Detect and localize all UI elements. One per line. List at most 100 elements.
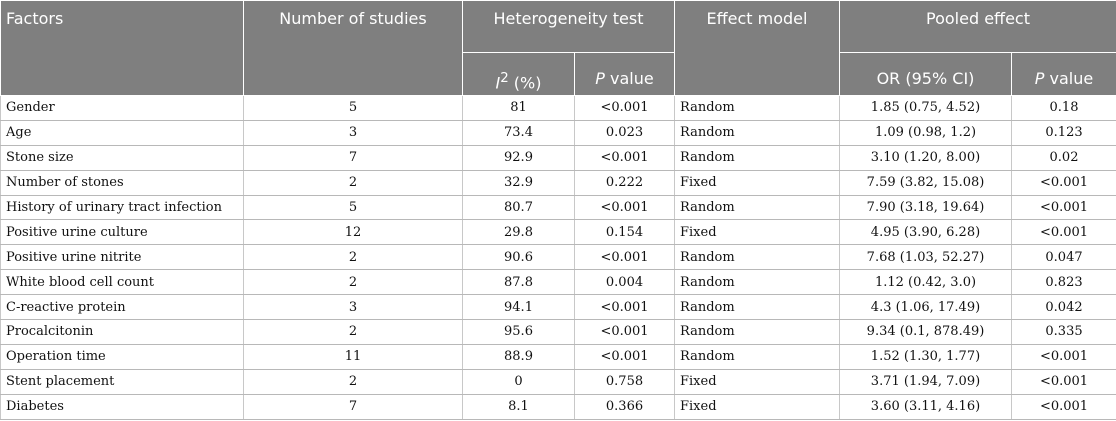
cell-p-value-heterogeneity: 0.023 (574, 120, 675, 146)
cell-effect-model: Random (674, 244, 840, 271)
p-symbol: P (595, 69, 605, 88)
cell-effect-model: Random (674, 120, 840, 146)
cell-or-ci: 1.12 (0.42, 3.0) (839, 269, 1012, 296)
header-i2: I2 (%) (462, 52, 575, 96)
cell-i2: 95.6 (462, 319, 575, 345)
cell-p-value-pooled: 0.123 (1011, 120, 1116, 146)
cell-factor: Number of stones (0, 170, 244, 196)
cell-p-value-pooled: 0.02 (1011, 145, 1116, 171)
p-symbol: P (1034, 69, 1045, 88)
table-row: C-reactive protein 3 94.1 <0.001 Random 4.3 (… (0, 294, 1116, 321)
cell-effect-model: Fixed (674, 369, 840, 395)
header-number-of-studies: Number of studies (243, 0, 463, 96)
cell-factor: Age (0, 120, 244, 146)
cell-factor: Stent placement (0, 369, 244, 395)
cell-p-value-pooled: <0.001 (1011, 394, 1116, 420)
header-pooled-effect: Pooled effect (839, 0, 1116, 53)
cell-i2: 8.1 (462, 394, 575, 420)
cell-i2: 81 (462, 95, 575, 121)
table-row: Age 3 73.4 0.023 Random 1.09 (0.98, 1.2) 0.123 (0, 120, 1116, 146)
cell-i2: 32.9 (462, 170, 575, 196)
cell-factor: Stone size (0, 145, 244, 171)
cell-p-value-heterogeneity: 0.366 (574, 394, 675, 420)
cell-p-value-heterogeneity: 0.004 (574, 269, 675, 296)
cell-number-of-studies: 12 (243, 219, 463, 246)
cell-i2: 87.8 (462, 269, 575, 296)
cell-number-of-studies: 11 (243, 344, 463, 370)
cell-effect-model: Random (674, 344, 840, 370)
cell-effect-model: Random (674, 95, 840, 121)
table-row: History of urinary tract infection 5 80.7 <… (0, 195, 1116, 221)
header-heterogeneity-test: Heterogeneity test (462, 0, 675, 53)
cell-or-ci: 3.60 (3.11, 4.16) (839, 394, 1012, 420)
cell-i2: 90.6 (462, 244, 575, 271)
cell-factor: White blood cell count (0, 269, 244, 296)
cell-number-of-studies: 7 (243, 394, 463, 420)
table-body: Gender 5 81 <0.001 Random 1.85 (0.75, 4.52) 0.… (0, 95, 1116, 420)
cell-p-value-pooled: 0.18 (1011, 95, 1116, 121)
i2-unit: (%) (508, 73, 542, 93)
cell-factor: Diabetes (0, 394, 244, 420)
header-or-ci: OR (95% CI) (839, 52, 1012, 96)
cell-p-value-pooled: <0.001 (1011, 219, 1116, 246)
cell-number-of-studies: 2 (243, 319, 463, 345)
cell-number-of-studies: 2 (243, 369, 463, 395)
cell-i2: 29.8 (462, 219, 575, 246)
cell-factor: Procalcitonin (0, 319, 244, 345)
cell-factor: Operation time (0, 344, 244, 370)
cell-factor: Gender (0, 95, 244, 121)
table-row: Procalcitonin 2 95.6 <0.001 Random 9.34 (0.1,… (0, 319, 1116, 345)
cell-or-ci: 7.68 (1.03, 52.27) (839, 244, 1012, 271)
cell-effect-model: Fixed (674, 219, 840, 246)
p-value-label: value (604, 69, 654, 88)
table-row: Positive urine nitrite 2 90.6 <0.001 Random 7… (0, 244, 1116, 271)
cell-i2: 92.9 (462, 145, 575, 171)
cell-or-ci: 1.52 (1.30, 1.77) (839, 344, 1012, 370)
cell-effect-model: Random (674, 294, 840, 321)
cell-number-of-studies: 7 (243, 145, 463, 171)
cell-p-value-pooled: <0.001 (1011, 170, 1116, 196)
cell-or-ci: 4.3 (1.06, 17.49) (839, 294, 1012, 321)
cell-p-value-heterogeneity: <0.001 (574, 145, 675, 171)
cell-p-value-pooled: <0.001 (1011, 369, 1116, 395)
cell-i2: 0 (462, 369, 575, 395)
header-p-value-heterogeneity: P value (574, 52, 675, 96)
cell-i2: 88.9 (462, 344, 575, 370)
table-row: Operation time 11 88.9 <0.001 Random 1.52 (1.… (0, 344, 1116, 370)
table-header: Factors Number of studies Heterogeneity … (0, 0, 1116, 96)
cell-or-ci: 3.71 (1.94, 7.09) (839, 369, 1012, 395)
table-row: Positive urine culture 12 29.8 0.154 Fixed 4.… (0, 219, 1116, 246)
cell-effect-model: Fixed (674, 394, 840, 420)
cell-number-of-studies: 3 (243, 294, 463, 321)
cell-p-value-pooled: 0.042 (1011, 294, 1116, 321)
cell-factor: Positive urine nitrite (0, 244, 244, 271)
header-p-value-pooled: P value (1011, 52, 1116, 96)
cell-p-value-heterogeneity: <0.001 (574, 244, 675, 271)
cell-p-value-heterogeneity: <0.001 (574, 294, 675, 321)
cell-or-ci: 9.34 (0.1, 878.49) (839, 319, 1012, 345)
table-row: Stone size 7 92.9 <0.001 Random 3.10 (1.20, 8… (0, 145, 1116, 171)
cell-p-value-pooled: <0.001 (1011, 195, 1116, 221)
header-factors: Factors (0, 0, 244, 96)
cell-number-of-studies: 3 (243, 120, 463, 146)
cell-p-value-heterogeneity: <0.001 (574, 95, 675, 121)
table-row: Diabetes 7 8.1 0.366 Fixed 3.60 (3.11, 4.16) <… (0, 394, 1116, 420)
cell-or-ci: 1.85 (0.75, 4.52) (839, 95, 1012, 121)
cell-effect-model: Random (674, 195, 840, 221)
table-row: White blood cell count 2 87.8 0.004 Random 1.… (0, 269, 1116, 296)
cell-p-value-pooled: 0.335 (1011, 319, 1116, 345)
cell-effect-model: Random (674, 319, 840, 345)
cell-p-value-pooled: <0.001 (1011, 344, 1116, 370)
cell-or-ci: 1.09 (0.98, 1.2) (839, 120, 1012, 146)
cell-or-ci: 4.95 (3.90, 6.28) (839, 219, 1012, 246)
cell-p-value-heterogeneity: 0.154 (574, 219, 675, 246)
cell-number-of-studies: 2 (243, 269, 463, 296)
header-effect-model: Effect model (674, 0, 840, 96)
table-row: Gender 5 81 <0.001 Random 1.85 (0.75, 4.52) 0.… (0, 95, 1116, 121)
i2-superscript: 2 (500, 71, 509, 86)
p-value-label: value (1044, 69, 1094, 88)
table-row: Number of stones 2 32.9 0.222 Fixed 7.59 (3.8… (0, 170, 1116, 196)
cell-number-of-studies: 2 (243, 170, 463, 196)
cell-or-ci: 3.10 (1.20, 8.00) (839, 145, 1012, 171)
